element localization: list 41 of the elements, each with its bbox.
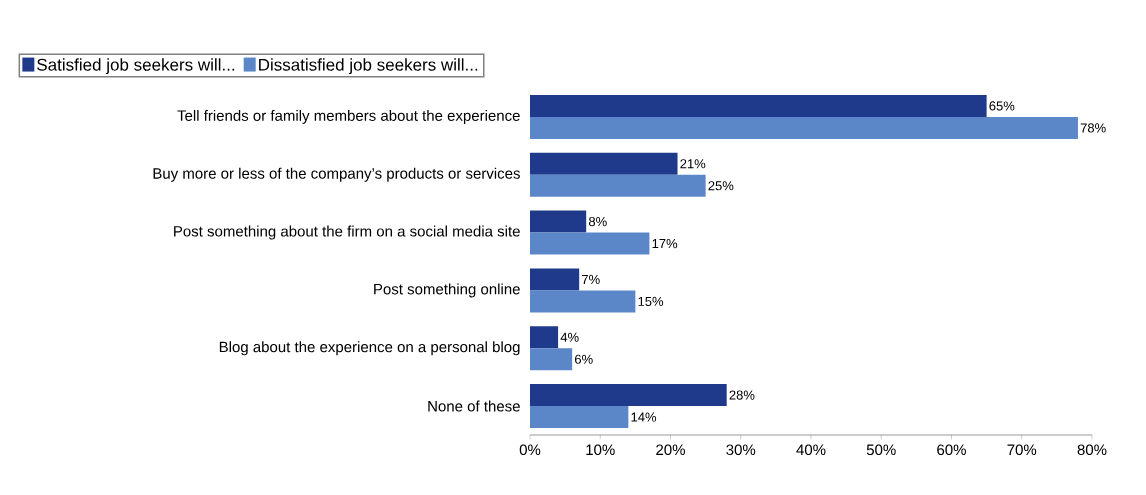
data-label: 4% bbox=[560, 332, 579, 342]
x-tick-label: 60% bbox=[937, 444, 966, 456]
y-tick-label: Tell friends or family members about the experience bbox=[177, 109, 520, 124]
bar bbox=[530, 384, 727, 407]
x-tick-label: 50% bbox=[866, 444, 896, 456]
bar bbox=[530, 174, 706, 197]
bar bbox=[530, 406, 629, 429]
data-label: 14% bbox=[631, 412, 657, 422]
legend-label: Satisfied job seekers will... bbox=[37, 58, 235, 75]
x-tick-label: 80% bbox=[1077, 444, 1107, 456]
y-tick-label: Buy more or less of the company’s products or services bbox=[153, 167, 520, 182]
data-label: 6% bbox=[575, 354, 593, 364]
data-label: 65% bbox=[989, 101, 1015, 111]
y-tick-label: Blog about the experience on a personal blog bbox=[219, 341, 520, 356]
data-label: 78% bbox=[1080, 123, 1106, 133]
bar bbox=[530, 268, 580, 291]
data-label: 28% bbox=[729, 390, 755, 400]
bar bbox=[530, 152, 678, 175]
bar bbox=[530, 210, 587, 233]
bar bbox=[530, 116, 1078, 139]
x-tick-label: 0% bbox=[519, 444, 541, 456]
data-label: 17% bbox=[652, 239, 678, 249]
bar bbox=[530, 326, 559, 349]
x-tick-label: 70% bbox=[1007, 444, 1037, 456]
y-tick-label: None of these bbox=[428, 400, 520, 412]
bar bbox=[530, 232, 650, 255]
legend-label: Dissatisfied job seekers will... bbox=[259, 58, 478, 75]
x-tick-label: 30% bbox=[726, 444, 756, 456]
data-label: 15% bbox=[638, 296, 664, 306]
data-label: 7% bbox=[582, 274, 600, 284]
x-tick-label: 20% bbox=[656, 444, 685, 456]
data-label: 21% bbox=[680, 159, 706, 169]
x-tick-label: 40% bbox=[796, 444, 826, 456]
bar bbox=[530, 290, 636, 313]
y-tick-label: Post something about the firm on a social media site bbox=[174, 225, 520, 240]
bar bbox=[530, 348, 573, 371]
data-label: 8% bbox=[588, 216, 607, 227]
y-tick-label: Post something online bbox=[374, 283, 520, 298]
bar bbox=[530, 94, 987, 117]
data-label: 25% bbox=[708, 181, 734, 191]
x-tick-label: 10% bbox=[586, 444, 615, 456]
